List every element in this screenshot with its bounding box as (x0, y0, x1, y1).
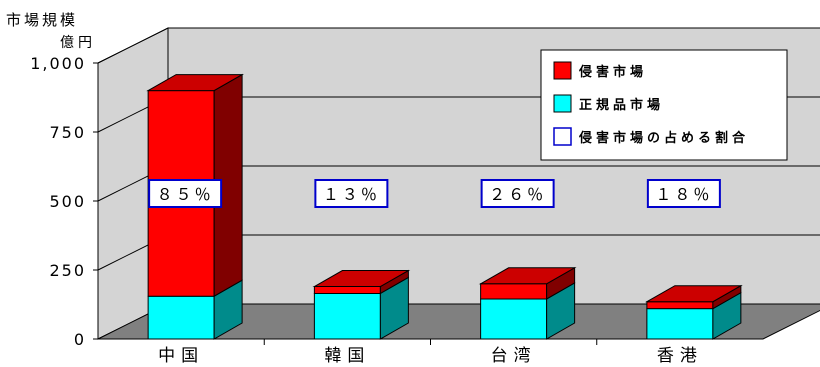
y-tick-label: 1,000 (30, 54, 86, 73)
bar-infringing-front (646, 301, 714, 310)
bar-infringing-top (312, 270, 411, 288)
share-text: １８％ (655, 185, 712, 204)
x-tick-label: 香港 (657, 346, 703, 366)
legend-share-swatch (553, 127, 572, 146)
y-axis-unit: 億円 (60, 35, 96, 51)
share-box (646, 179, 721, 208)
bar-infringing-top (478, 267, 577, 285)
bar-genuine-front (313, 292, 381, 340)
legend-share-label: 侵害市場の占める割合 (578, 130, 749, 146)
bar-group (478, 266, 577, 340)
share-box (148, 179, 223, 208)
share-text: ２６％ (489, 185, 546, 204)
y-axis: 0 250 500 750 1,000 (30, 54, 98, 349)
bar-infringing-top (644, 285, 743, 303)
y-tick-label: 500 (49, 192, 86, 211)
share-label: １３％ (314, 179, 389, 208)
share-label: ８５％ (148, 179, 223, 208)
share-box (480, 179, 555, 208)
legend-box (540, 49, 788, 161)
x-tick-label: 台湾 (491, 346, 537, 366)
y-tick-label: 750 (49, 123, 86, 142)
y-axis-label: 市場規模 (6, 11, 78, 29)
bar-infringing-front (480, 283, 548, 300)
share-labels: ８５％ １３％ ２６％ １８％ (148, 179, 721, 208)
legend-infringing-label: 侵害市場 (578, 64, 647, 80)
bar-genuine-front (480, 298, 548, 340)
share-text: ８５％ (157, 185, 214, 204)
bar-group (312, 269, 411, 340)
y-tick-label: 0 (74, 330, 86, 349)
x-axis: 中国 韓国 台湾 香港 (158, 339, 703, 366)
share-box (314, 179, 389, 208)
legend-genuine-label: 正規品市場 (579, 97, 664, 113)
bar-genuine-front (646, 308, 714, 340)
legend-genuine-swatch (553, 94, 572, 113)
share-text: １３％ (323, 185, 380, 204)
y-tick-label: 250 (49, 261, 86, 280)
share-label: ２６％ (480, 179, 555, 208)
x-tick-label: 中国 (158, 346, 204, 366)
bar-group (644, 284, 743, 340)
x-tick-label: 韓国 (324, 346, 370, 366)
legend-infringing-swatch (553, 61, 572, 80)
share-label: １８％ (646, 179, 721, 208)
chart-bars (146, 73, 743, 340)
bar-genuine-front (147, 295, 215, 340)
gridline (97, 27, 820, 64)
bar-infringing-front (313, 286, 381, 294)
bar-infringing-top (146, 74, 245, 92)
